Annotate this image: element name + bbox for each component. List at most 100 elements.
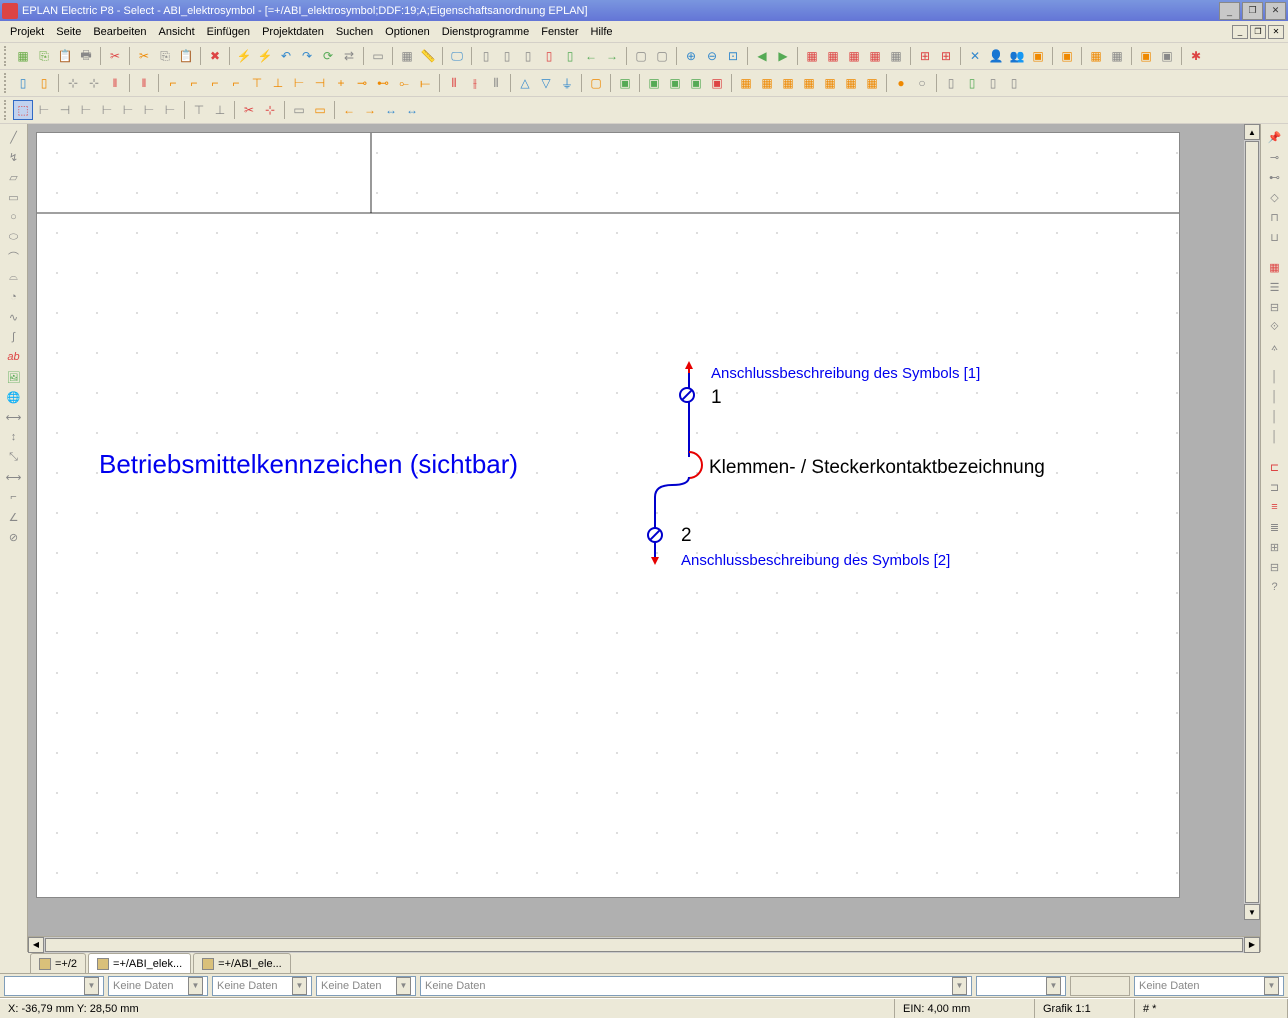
rt-e6-icon[interactable]: ⊟ — [1265, 558, 1285, 576]
tb-part3-icon[interactable]: ▦ — [1107, 46, 1127, 66]
tb3-rect2-icon[interactable]: ▭ — [310, 100, 330, 120]
tab-page-1[interactable]: =+/2 — [30, 953, 86, 973]
menu-einfuegen[interactable]: Einfügen — [201, 24, 256, 40]
tb2-sym5-icon[interactable]: ▦ — [820, 73, 840, 93]
tb-snap1-icon[interactable]: ⊞ — [915, 46, 935, 66]
tb2-pause2-icon[interactable]: ‖ — [134, 73, 154, 93]
rt-pin-icon[interactable]: 📌 — [1265, 128, 1285, 146]
tb2-grp5-icon[interactable]: ▣ — [707, 73, 727, 93]
tb2-t3-icon[interactable]: ⊢ — [289, 73, 309, 93]
tb-chip-icon[interactable]: ▣ — [1028, 46, 1048, 66]
tb-x-icon[interactable]: ✕ — [965, 46, 985, 66]
menu-dienstprogramme[interactable]: Dienstprogramme — [436, 24, 535, 40]
lt-dim1-icon[interactable]: ⟷ — [4, 408, 24, 426]
tb-grid3-icon[interactable]: ▦ — [844, 46, 864, 66]
tb-delete-icon[interactable]: ✖ — [205, 46, 225, 66]
tb2-tri2-icon[interactable]: ▽ — [536, 73, 556, 93]
tb3-select-icon[interactable]: ⬚ — [13, 100, 33, 120]
tb-arrow-right-icon[interactable]: → — [602, 46, 622, 66]
lt-arc2-icon[interactable]: ⌓ — [4, 268, 24, 286]
maximize-button[interactable]: ❐ — [1242, 2, 1263, 20]
combo-blank[interactable]: ▼ — [976, 976, 1066, 996]
tb-redo-icon[interactable]: ↷ — [297, 46, 317, 66]
lt-dim4-icon[interactable]: ⟷ — [4, 468, 24, 486]
tb3-cut-icon[interactable]: ✂ — [239, 100, 259, 120]
rt-help-icon[interactable]: ? — [1265, 578, 1285, 596]
combo-5[interactable]: Keine Daten▼ — [420, 976, 972, 996]
tb2-form2-icon[interactable]: ▯ — [962, 73, 982, 93]
tb-grid5-icon[interactable]: ▦ — [886, 46, 906, 66]
menu-optionen[interactable]: Optionen — [379, 24, 436, 40]
menu-fenster[interactable]: Fenster — [535, 24, 584, 40]
tb3-join-icon[interactable]: ⊹ — [260, 100, 280, 120]
tb2-grp1-icon[interactable]: ▣ — [615, 73, 635, 93]
drawing-canvas[interactable]: Betriebsmittelkennzeichen (sichtbar)Ansc… — [36, 132, 1180, 898]
tb2-t2-icon[interactable]: ⊥ — [268, 73, 288, 93]
rt-plug-icon[interactable]: ⊓ — [1265, 208, 1285, 226]
tb-page5-icon[interactable]: ▯ — [560, 46, 580, 66]
tb3-rect-icon[interactable]: ▭ — [289, 100, 309, 120]
rt-wire3-icon[interactable]: │ — [1265, 408, 1285, 426]
menu-projektdaten[interactable]: Projektdaten — [256, 24, 330, 40]
rt-term-icon[interactable]: ◇ — [1265, 188, 1285, 206]
rt-e3-icon[interactable]: ≡ — [1265, 498, 1285, 516]
tb-zoom-fit-icon[interactable]: ⊡ — [723, 46, 743, 66]
tb-part4-icon[interactable]: ▣ — [1136, 46, 1156, 66]
tb-part5-icon[interactable]: ▣ — [1157, 46, 1177, 66]
tb2-conn3-icon[interactable]: ⟜ — [394, 73, 414, 93]
tb-grid-icon[interactable]: ▦ — [397, 46, 417, 66]
rt-wire1-icon[interactable]: │ — [1265, 368, 1285, 386]
tb-new-icon[interactable]: ▦ — [13, 46, 33, 66]
tb-grid1-icon[interactable]: ▦ — [802, 46, 822, 66]
tb-window-icon[interactable]: ▭ — [368, 46, 388, 66]
tb2-sym1-icon[interactable]: ▦ — [736, 73, 756, 93]
tb2-t4-icon[interactable]: ⊣ — [310, 73, 330, 93]
tb2-grp3-icon[interactable]: ▣ — [665, 73, 685, 93]
tb-zoom-plus-icon[interactable]: ⊕ — [681, 46, 701, 66]
tb2-tri-icon[interactable]: △ — [515, 73, 535, 93]
tb2-form4-icon[interactable]: ▯ — [1004, 73, 1024, 93]
tb3-arr4-icon[interactable]: ↔ — [402, 100, 422, 120]
tb-copy-icon[interactable]: ⎘ — [34, 46, 54, 66]
horizontal-scrollbar[interactable]: ◀ ▶ — [28, 936, 1260, 952]
tab-page-2[interactable]: =+/ABI_elek... — [88, 953, 191, 973]
rt-socket-icon[interactable]: ⊔ — [1265, 228, 1285, 246]
combo-6[interactable]: Keine Daten▼ — [1134, 976, 1284, 996]
combo-3[interactable]: Keine Daten▼ — [212, 976, 312, 996]
tb3-h6-icon[interactable]: ⊢ — [139, 100, 159, 120]
tb2-align3-icon[interactable]: ⫴ — [486, 73, 506, 93]
rt-conn1-icon[interactable]: ⊸ — [1265, 148, 1285, 166]
tb-part1-icon[interactable]: ▣ — [1057, 46, 1077, 66]
tb-page1-icon[interactable]: ▯ — [476, 46, 496, 66]
lt-dim5-icon[interactable]: ⌐ — [4, 488, 24, 506]
tb-refresh-icon[interactable]: ⟳ — [318, 46, 338, 66]
menu-seite[interactable]: Seite — [50, 24, 87, 40]
tb2-corner4-icon[interactable]: ⌐ — [226, 73, 246, 93]
tb3-arr3-icon[interactable]: ↔ — [381, 100, 401, 120]
tb-lightning2-icon[interactable]: ⚡ — [255, 46, 275, 66]
tb3-h1-icon[interactable]: ⊢ — [34, 100, 54, 120]
lt-line-icon[interactable]: ╱ — [4, 128, 24, 146]
combo-2[interactable]: Keine Daten▼ — [108, 976, 208, 996]
rt-e4-icon[interactable]: ≣ — [1265, 518, 1285, 536]
tb-snap2-icon[interactable]: ⊞ — [936, 46, 956, 66]
tb-copy2-icon[interactable]: ⎘ — [155, 46, 175, 66]
tb3-arr2-icon[interactable]: → — [360, 100, 380, 120]
minimize-button[interactable]: _ — [1219, 2, 1240, 20]
mdi-close[interactable]: ✕ — [1268, 25, 1284, 39]
tb-undo-icon[interactable]: ↶ — [276, 46, 296, 66]
tb2-corner3-icon[interactable]: ⌐ — [205, 73, 225, 93]
tb-cut-icon[interactable]: ✂ — [105, 46, 125, 66]
tb2-dot-icon[interactable]: ● — [891, 73, 911, 93]
rt-e1-icon[interactable]: ⊏ — [1265, 458, 1285, 476]
menu-suchen[interactable]: Suchen — [330, 24, 379, 40]
rt-grid-icon[interactable]: ▦ — [1265, 258, 1285, 276]
tb3-v1-icon[interactable]: ⊤ — [189, 100, 209, 120]
tb2-sym4-icon[interactable]: ▦ — [799, 73, 819, 93]
lt-spline-icon[interactable]: ∿ — [4, 308, 24, 326]
tb3-v2-icon[interactable]: ⊥ — [210, 100, 230, 120]
tab-page-3[interactable]: =+/ABI_ele... — [193, 953, 291, 973]
rt-e5-icon[interactable]: ⊞ — [1265, 538, 1285, 556]
mdi-minimize[interactable]: _ — [1232, 25, 1248, 39]
lt-sector-icon[interactable]: ◔ — [4, 288, 24, 306]
